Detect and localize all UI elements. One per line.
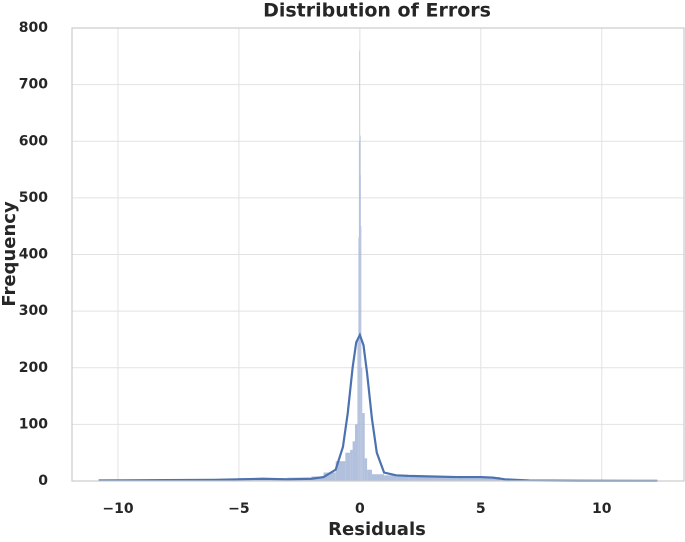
histogram-bar xyxy=(480,477,501,481)
y-tick-label: 0 xyxy=(38,473,48,489)
kde-line xyxy=(98,332,658,482)
y-tick-label: 500 xyxy=(19,190,48,206)
plot-frame xyxy=(71,27,685,482)
y-tick-label: 700 xyxy=(19,77,48,93)
histogram-bar xyxy=(358,141,360,481)
histogram-bar xyxy=(456,477,481,481)
y-axis-label: Frequency xyxy=(0,201,20,307)
histogram-bar xyxy=(359,175,361,481)
histogram-bar xyxy=(352,441,356,481)
chart-title: Distribution of Errors xyxy=(263,0,491,22)
y-tick-label: 200 xyxy=(19,360,48,376)
y-tick-label: 800 xyxy=(19,20,48,36)
y-tick-label: 600 xyxy=(19,133,48,149)
y-tick-label: 400 xyxy=(19,247,48,263)
histogram-bar xyxy=(357,339,359,481)
y-tick-label: 300 xyxy=(19,303,48,319)
x-tick-label: 0 xyxy=(355,501,365,517)
histogram-bar xyxy=(335,461,346,481)
x-tick-label: −10 xyxy=(102,501,133,517)
histogram-bar xyxy=(361,367,363,481)
x-tick-label: −5 xyxy=(228,501,249,517)
x-tick-label: 5 xyxy=(476,501,486,517)
histogram-bar xyxy=(396,475,409,481)
histogram-bar xyxy=(367,469,372,481)
histogram-bar xyxy=(371,474,385,481)
x-axis-label: Residuals xyxy=(328,519,426,538)
y-tick-label: 100 xyxy=(19,416,48,432)
histogram-bar xyxy=(360,226,362,481)
histogram-bar xyxy=(359,50,360,482)
histogram-bar xyxy=(364,458,368,481)
histogram-bar xyxy=(323,472,336,481)
histogram-bar xyxy=(345,452,351,481)
histogram-bar xyxy=(384,475,397,481)
histogram-bar xyxy=(432,477,457,481)
x-tick-label: 10 xyxy=(592,501,612,517)
histogram-bar xyxy=(360,135,361,481)
histogram-bar xyxy=(355,424,358,481)
histogram-bar xyxy=(362,413,365,481)
histogram-bar xyxy=(408,476,433,481)
histogram-bar xyxy=(358,237,359,481)
histogram-bar xyxy=(350,449,353,481)
